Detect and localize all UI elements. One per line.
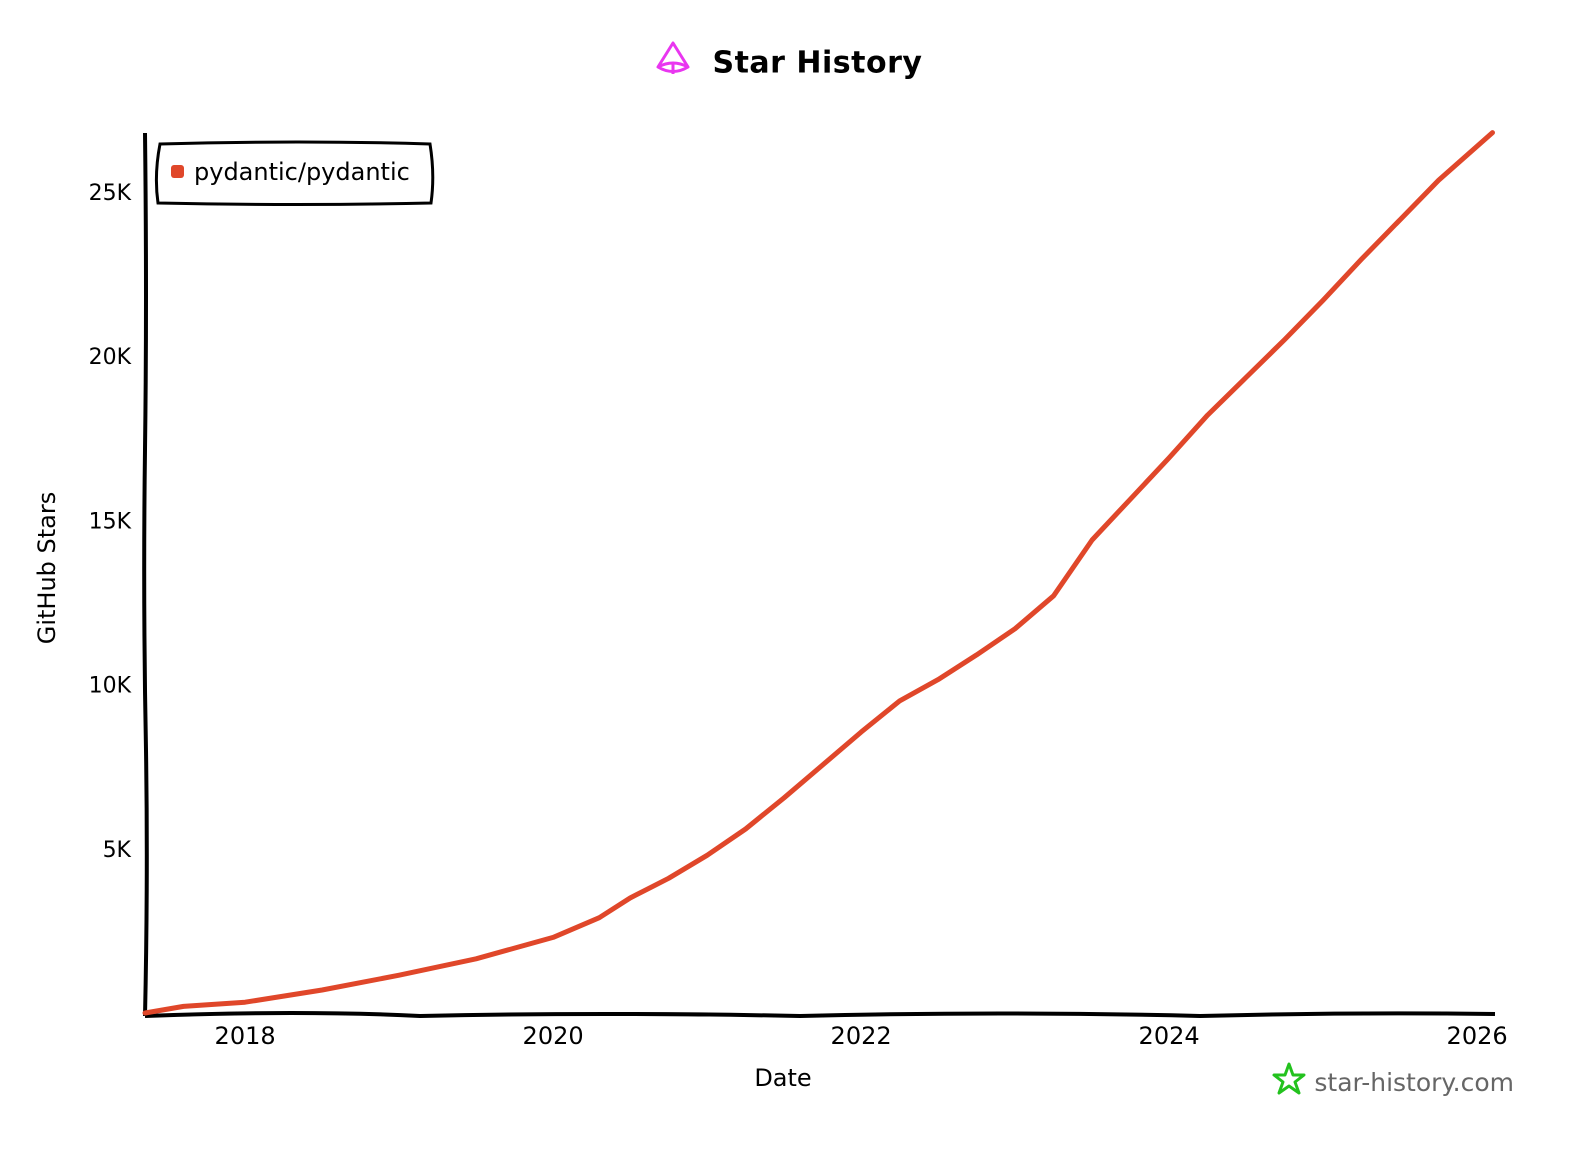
- x-tick-label: 2024: [1139, 1022, 1200, 1050]
- y-tick-labels: 5K 10K 15K 20K 25K: [89, 181, 132, 863]
- chart-title: Star History: [0, 40, 1576, 86]
- y-tick-label: 15K: [89, 509, 132, 534]
- x-tick-label: 2026: [1447, 1022, 1508, 1050]
- legend: pydantic/pydantic: [154, 140, 435, 206]
- watermark[interactable]: star-history.com: [1272, 1062, 1514, 1102]
- x-tick-label: 2018: [215, 1022, 276, 1050]
- legend-label: pydantic/pydantic: [194, 158, 410, 186]
- pyramid-logo-icon: [654, 40, 692, 86]
- y-tick-label: 5K: [103, 838, 132, 863]
- watermark-text: star-history.com: [1314, 1067, 1514, 1097]
- y-tick-label: 20K: [89, 345, 132, 370]
- chart-title-text: Star History: [712, 45, 923, 81]
- star-outline-icon: [1272, 1062, 1306, 1102]
- y-axis-label: GitHub Stars: [33, 492, 61, 645]
- x-axis-label: Date: [754, 1064, 811, 1092]
- x-axis: [144, 1011, 1496, 1019]
- y-axis: [142, 132, 149, 1017]
- legend-swatch: [171, 165, 184, 178]
- x-tick-label: 2022: [831, 1022, 892, 1050]
- y-tick-label: 25K: [89, 181, 132, 206]
- x-tick-label: 2020: [523, 1022, 584, 1050]
- series-line-pydantic: [142, 130, 1495, 1016]
- x-tick-labels: 2018 2020 2022 2024 2026: [215, 1022, 1508, 1050]
- y-tick-label: 10K: [89, 674, 132, 699]
